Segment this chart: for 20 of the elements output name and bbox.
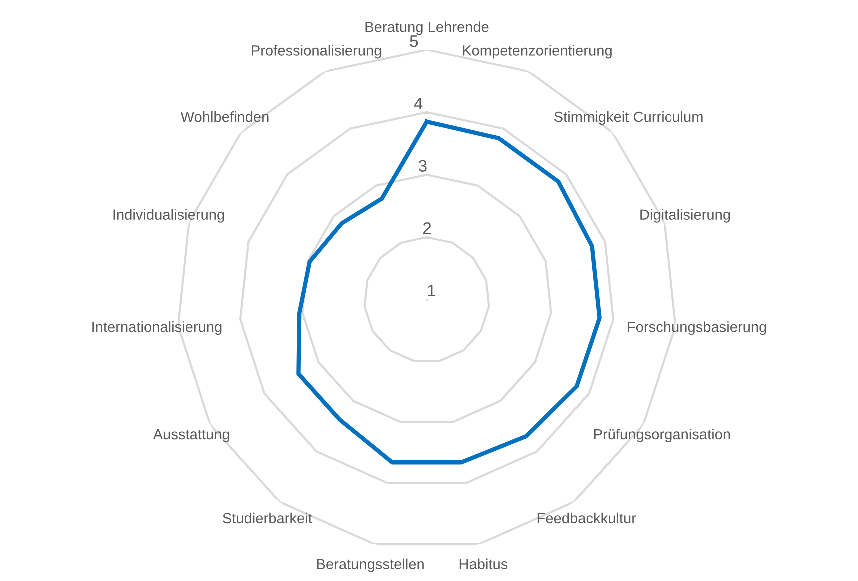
spoke-label: Internationalisierung [92, 322, 222, 336]
spoke-label: Stimmigkeit Curriculum [554, 112, 703, 126]
y-tick-label: 2 [423, 222, 432, 234]
y-tick-label: 3 [418, 160, 427, 172]
spoke-label: Kompetenzorientierung [463, 45, 612, 59]
spoke-label: Studierbarkeit [223, 512, 312, 524]
spoke-label: Ausstattung [153, 430, 230, 443]
y-tick-label: 4 [414, 98, 423, 110]
spoke-label: Feedbackkultur [538, 512, 636, 524]
y-tick-label: 1 [428, 285, 436, 297]
spoke-label: Professionalisierung [252, 45, 382, 59]
spoke-label: Digitalisierung [640, 209, 730, 223]
spoke-label: Prüfungsorganisation [594, 428, 730, 443]
spoke-label: Individualisierung [114, 209, 224, 223]
spoke-label: Habitus [460, 558, 508, 570]
spoke-label: Forschungsbasierung [628, 322, 766, 336]
spoke-label: Beratungsstellen [317, 558, 424, 572]
spoke-label: Beratung Lehrende [366, 22, 489, 36]
y-tick-label: 5 [410, 36, 418, 48]
spoke-label: Wohlbefinden [180, 112, 269, 122]
